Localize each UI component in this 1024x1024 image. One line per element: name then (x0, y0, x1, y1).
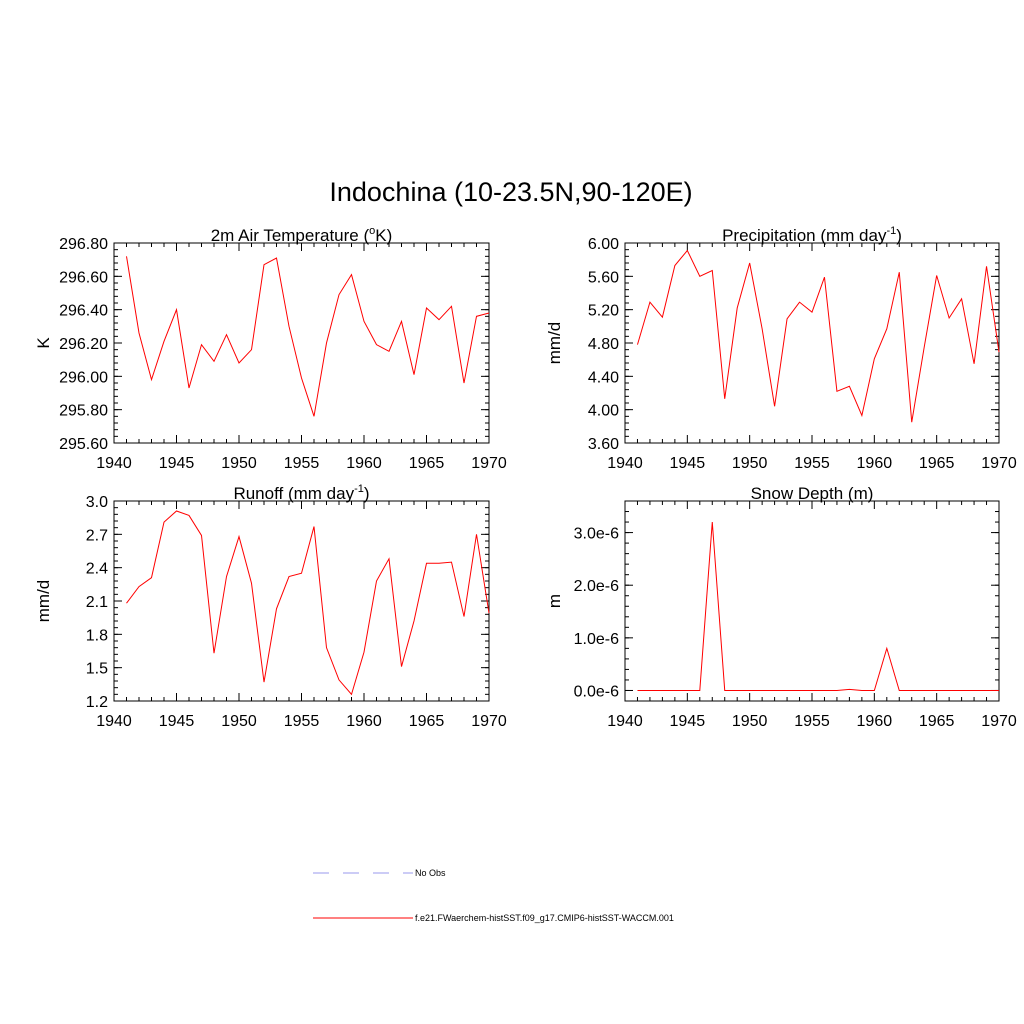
panel-3: Runoff (mm day-1) mm/d 1940 1945 1950 1955 196… (34, 483, 507, 730)
y-tick-label: 6.00 (588, 236, 619, 253)
y-tick-label: 3.60 (588, 436, 619, 453)
series-line (126, 510, 490, 696)
plot-frame (624, 500, 1000, 702)
panel-title-superscript: o (369, 225, 375, 237)
y-tick-label: 296.60 (59, 269, 108, 286)
x-tick-label: 1960 (346, 455, 382, 472)
y-tick-label: 1.8 (86, 627, 108, 644)
x-tick-label: 1965 (919, 713, 955, 730)
y-axis-label: mm/d (34, 580, 53, 623)
x-tick-label: 1955 (284, 455, 320, 472)
x-tick-label: 1970 (981, 713, 1017, 730)
x-tick-label: 1940 (607, 713, 643, 730)
y-tick-label: 1.5 (86, 661, 108, 678)
y-tick-label: 296.40 (59, 303, 108, 320)
x-tick-label: 1940 (96, 455, 132, 472)
y-tick-label: 2.4 (86, 561, 108, 578)
x-tick-label: 1965 (919, 455, 955, 472)
legend-label: No Obs (415, 868, 446, 878)
x-tick-label: 1955 (284, 713, 320, 730)
y-tick-label: 3.0e-6 (574, 526, 619, 543)
y-tick-label: 2.7 (86, 527, 108, 544)
legend: No Obs f.e21.FWaerchem-histSST.f09_g17.CM… (313, 868, 674, 923)
x-tick-label: 1950 (732, 455, 768, 472)
x-tick-label: 1960 (857, 455, 893, 472)
x-tick-label: 1950 (732, 713, 768, 730)
panel-title-superscript: -1 (354, 483, 364, 495)
panel-title-text: Snow Depth (m) (751, 484, 874, 503)
y-tick-label: 5.20 (588, 303, 619, 320)
series-line (636, 249, 1000, 423)
panels-group: 2m Air Temperature (oK) K 1940 1945 1950 1955… (34, 225, 1017, 730)
y-tick-label: 2.1 (86, 594, 108, 611)
panel-4: Snow Depth (m) m 1940 1945 1950 1955 1960 1965 1… (545, 484, 1017, 730)
y-axis-label: m (545, 594, 564, 608)
panel-title-text: 2m Air Temperature ( (211, 226, 370, 245)
x-tick-label: 1950 (221, 455, 257, 472)
panel-title: Snow Depth (m) (751, 484, 874, 503)
y-tick-label: 295.80 (59, 403, 108, 420)
y-tick-label: 0.0e-6 (574, 683, 619, 700)
y-tick-label: 295.60 (59, 436, 108, 453)
y-axis-label: mm/d (545, 322, 564, 365)
panel-title: Precipitation (mm day-1) (722, 225, 902, 245)
panel-1: 2m Air Temperature (oK) K 1940 1945 1950 1955… (34, 225, 507, 472)
y-tick-label: 4.40 (588, 369, 619, 386)
panel-title: 2m Air Temperature (oK) (211, 225, 393, 245)
x-tick-label: 1955 (794, 713, 830, 730)
plot-frame (113, 500, 490, 702)
panel-title: Runoff (mm day-1) (233, 483, 369, 503)
panel-title-text-end: ) (364, 484, 370, 503)
y-tick-label: 1.0e-6 (574, 631, 619, 648)
x-tick-label: 1945 (670, 713, 706, 730)
x-tick-label: 1970 (981, 455, 1017, 472)
x-tick-label: 1970 (471, 713, 507, 730)
y-tick-label: 3.0 (86, 494, 108, 511)
x-tick-label: 1970 (471, 455, 507, 472)
plot-frame (113, 242, 490, 444)
panel-title-text: Precipitation (mm day (722, 226, 887, 245)
y-tick-label: 296.20 (59, 336, 108, 353)
y-tick-label: 4.00 (588, 403, 619, 420)
y-tick-label: 296.80 (59, 236, 108, 253)
y-tick-label: 1.2 (86, 694, 108, 711)
x-tick-label: 1965 (409, 713, 445, 730)
y-axis-label: K (34, 337, 53, 349)
panel-2: Precipitation (mm day-1) mm/d 1940 1945 1950… (545, 225, 1017, 472)
y-tick-label: 5.60 (588, 269, 619, 286)
series-line (126, 256, 490, 417)
figure-title: Indochina (10-23.5N,90-120E) (329, 177, 692, 207)
panel-title-text: Runoff (mm day (233, 484, 354, 503)
x-tick-label: 1960 (857, 713, 893, 730)
panel-title-superscript: -1 (886, 225, 896, 237)
y-tick-label: 4.80 (588, 336, 619, 353)
x-tick-label: 1960 (346, 713, 382, 730)
x-tick-label: 1950 (221, 713, 257, 730)
legend-label: f.e21.FWaerchem-histSST.f09_g17.CMIP6-hi… (415, 913, 674, 923)
x-tick-label: 1965 (409, 455, 445, 472)
x-tick-label: 1955 (794, 455, 830, 472)
series-line (637, 522, 999, 691)
x-tick-label: 1945 (159, 713, 195, 730)
panel-title-text-end: K) (375, 226, 392, 245)
x-tick-label: 1945 (670, 455, 706, 472)
x-tick-label: 1945 (159, 455, 195, 472)
panel-title-text-end: ) (896, 226, 902, 245)
plot-frame (624, 242, 1000, 444)
x-tick-label: 1940 (96, 713, 132, 730)
x-tick-label: 1940 (607, 455, 643, 472)
y-tick-label: 2.0e-6 (574, 578, 619, 595)
y-tick-label: 296.00 (59, 369, 108, 386)
